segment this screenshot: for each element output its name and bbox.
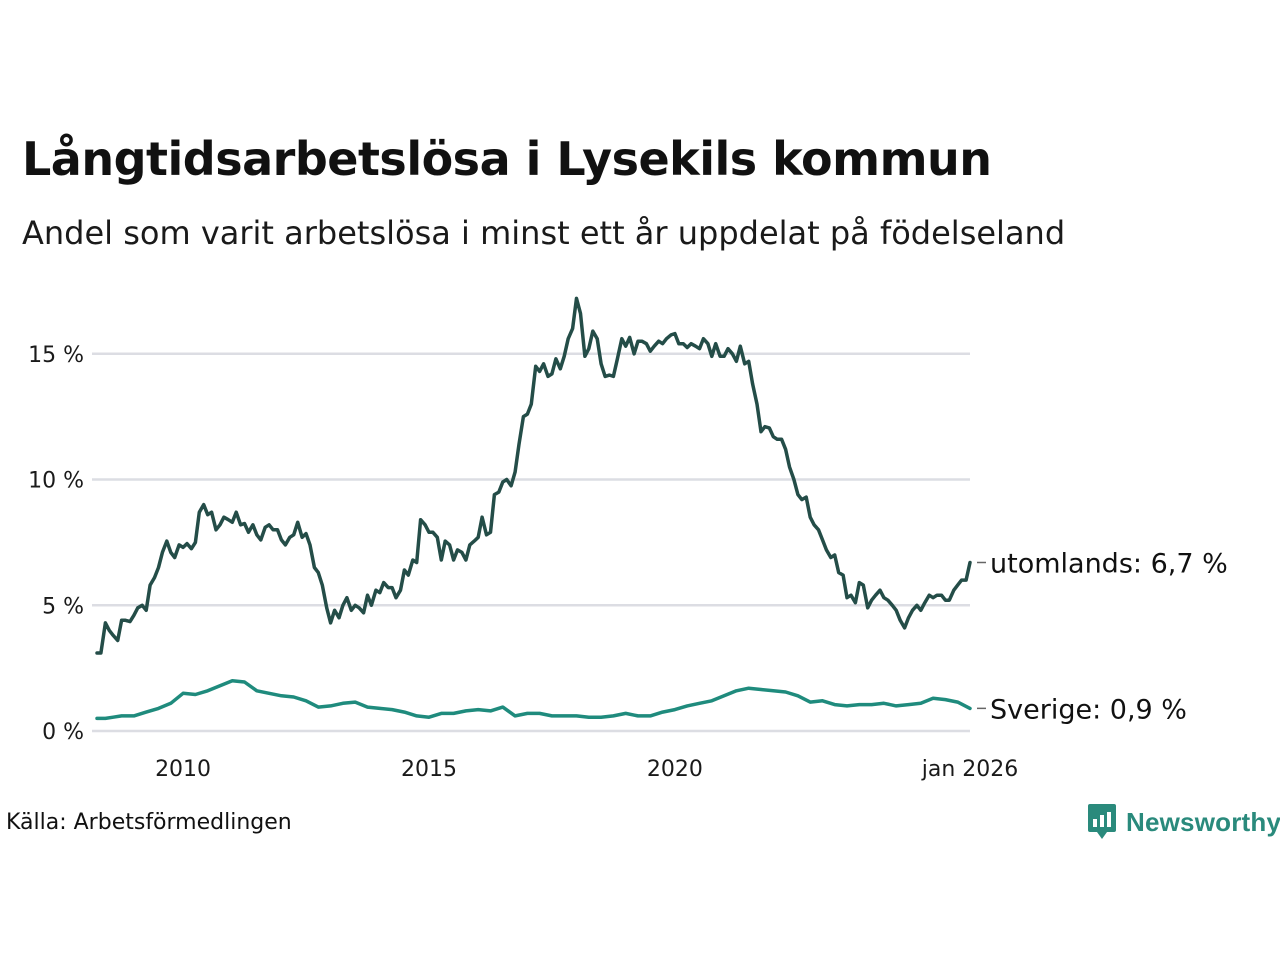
x-tick-label: 2020 <box>647 757 703 782</box>
x-tick-label: 2010 <box>155 757 211 782</box>
newsworthy-logo-icon <box>1088 804 1116 839</box>
chart-subtitle: Andel som varit arbetslösa i minst ett å… <box>22 214 1066 252</box>
chart-title: Långtidsarbetslösa i Lysekils kommun <box>22 132 992 186</box>
y-axis-ticks: 0 % 5 % 10 % 15 % <box>28 343 84 745</box>
y-tick-label: 10 % <box>28 469 84 494</box>
x-axis-ticks: 2010 2015 2020 jan 2026 <box>155 757 1018 782</box>
end-labels: utomlands: 6,7 % Sverige: 0,9 % <box>977 548 1228 725</box>
y-tick-label: 0 % <box>42 720 84 745</box>
series-line-utomlands <box>95 296 972 655</box>
series-line-sverige <box>95 678 972 721</box>
series-layer <box>95 296 972 721</box>
brand-logo: Newsworthy <box>1088 804 1280 840</box>
grid-layer <box>92 352 970 733</box>
y-tick-label: 5 % <box>42 594 84 619</box>
end-label-utomlands: utomlands: 6,7 % <box>990 548 1228 579</box>
x-tick-label: jan 2026 <box>921 757 1019 782</box>
y-tick-label: 15 % <box>28 343 84 368</box>
brand-name: Newsworthy <box>1126 806 1280 837</box>
source-note: Källa: Arbetsförmedlingen <box>6 810 292 835</box>
x-tick-label: 2015 <box>401 757 457 782</box>
end-label-sverige: Sverige: 0,9 % <box>990 694 1187 725</box>
